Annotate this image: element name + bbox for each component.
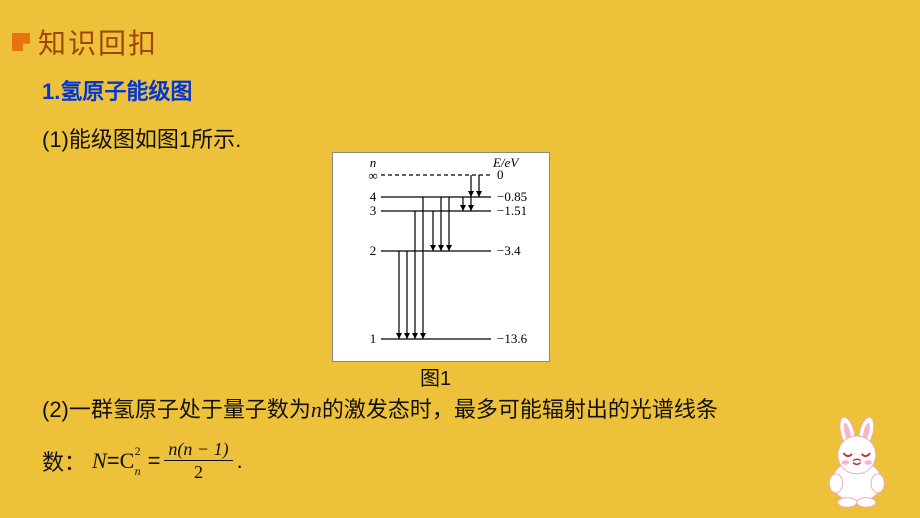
header-title: 知识回扣 <box>38 22 158 62</box>
svg-text:−1.51: −1.51 <box>497 203 527 218</box>
formula-eq2: = <box>148 448 161 474</box>
svg-text:0: 0 <box>497 167 504 182</box>
formula-N: N <box>92 448 107 474</box>
svg-text:−13.6: −13.6 <box>497 331 528 346</box>
comb-sup: 2 <box>135 444 141 459</box>
svg-text:∞: ∞ <box>368 168 377 183</box>
fraction-num: n(n − 1) <box>164 440 232 461</box>
slide: 知识回扣 1.氢原子能级图 (1)能级图如图1所示. nE/eV∞04−0.85… <box>0 0 920 518</box>
svg-text:2: 2 <box>370 243 377 258</box>
header: 知识回扣 <box>12 22 158 62</box>
diagram-svg: nE/eV∞04−0.853−1.512−3.41−13.6 <box>333 153 549 361</box>
energy-level-diagram: nE/eV∞04−0.853−1.512−3.41−13.6 <box>332 152 550 362</box>
l2-n: n <box>311 397 322 422</box>
svg-text:3: 3 <box>370 203 377 218</box>
formula-period: . <box>237 448 243 474</box>
fraction-den: 2 <box>194 461 203 481</box>
svg-text:4: 4 <box>370 189 377 204</box>
diagram-caption: 图1 <box>420 362 451 391</box>
bunny-icon <box>815 415 910 510</box>
comb-sub: n <box>135 464 141 479</box>
svg-text:1: 1 <box>370 331 377 346</box>
l2b: 的激发态时，最多可能辐射出的光谱线条 <box>322 397 718 422</box>
text-line-1: (1)能级图如图1所示. <box>42 122 241 154</box>
comb-C: C <box>120 448 135 474</box>
fraction: n(n − 1) 2 <box>164 440 232 481</box>
combination-symbol: C 2 n <box>120 446 148 476</box>
header-marker-icon <box>12 33 30 51</box>
formula-eq1: = <box>107 448 120 474</box>
formula: 数： N = C 2 n = n(n − 1) 2 . <box>42 440 243 481</box>
l2a: (2)一群氢原子处于量子数为 <box>42 397 311 422</box>
formula-prefix: 数： <box>42 445 86 477</box>
svg-text:−0.85: −0.85 <box>497 189 527 204</box>
text-line-2: (2)一群氢原子处于量子数为n的激发态时，最多可能辐射出的光谱线条 <box>42 392 878 427</box>
svg-text:−3.4: −3.4 <box>497 243 521 258</box>
section-title: 1.氢原子能级图 <box>42 74 192 106</box>
